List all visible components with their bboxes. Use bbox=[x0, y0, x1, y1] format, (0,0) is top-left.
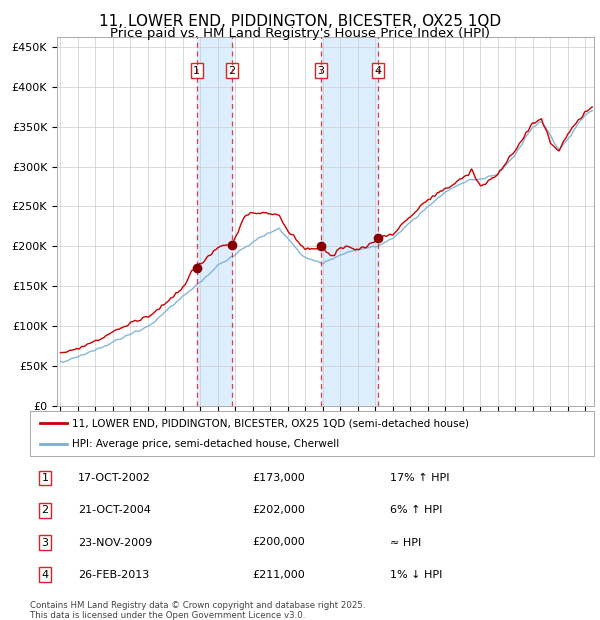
Text: 11, LOWER END, PIDDINGTON, BICESTER, OX25 1QD: 11, LOWER END, PIDDINGTON, BICESTER, OX2… bbox=[99, 14, 501, 29]
Text: ≈ HPI: ≈ HPI bbox=[390, 538, 421, 547]
Text: 4: 4 bbox=[41, 570, 49, 580]
Bar bbox=[197, 37, 232, 406]
Text: Price paid vs. HM Land Registry's House Price Index (HPI): Price paid vs. HM Land Registry's House … bbox=[110, 27, 490, 40]
Text: 17-OCT-2002: 17-OCT-2002 bbox=[78, 473, 151, 483]
Text: 1: 1 bbox=[193, 66, 200, 76]
Text: 1% ↓ HPI: 1% ↓ HPI bbox=[390, 570, 442, 580]
Text: 17% ↑ HPI: 17% ↑ HPI bbox=[390, 473, 449, 483]
Text: £173,000: £173,000 bbox=[252, 473, 305, 483]
Text: Contains HM Land Registry data © Crown copyright and database right 2025.: Contains HM Land Registry data © Crown c… bbox=[30, 601, 365, 611]
Text: 11, LOWER END, PIDDINGTON, BICESTER, OX25 1QD (semi-detached house): 11, LOWER END, PIDDINGTON, BICESTER, OX2… bbox=[73, 418, 469, 428]
Text: 21-OCT-2004: 21-OCT-2004 bbox=[78, 505, 151, 515]
Text: £202,000: £202,000 bbox=[252, 505, 305, 515]
Text: 1: 1 bbox=[41, 473, 49, 483]
Text: 2: 2 bbox=[41, 505, 49, 515]
Text: HPI: Average price, semi-detached house, Cherwell: HPI: Average price, semi-detached house,… bbox=[73, 438, 340, 449]
Bar bbox=[321, 37, 378, 406]
Text: 6% ↑ HPI: 6% ↑ HPI bbox=[390, 505, 442, 515]
Text: 3: 3 bbox=[317, 66, 325, 76]
Text: £200,000: £200,000 bbox=[252, 538, 305, 547]
Text: 23-NOV-2009: 23-NOV-2009 bbox=[78, 538, 152, 547]
Text: £211,000: £211,000 bbox=[252, 570, 305, 580]
Text: 4: 4 bbox=[374, 66, 382, 76]
Text: 3: 3 bbox=[41, 538, 49, 547]
Text: 2: 2 bbox=[229, 66, 235, 76]
Text: This data is licensed under the Open Government Licence v3.0.: This data is licensed under the Open Gov… bbox=[30, 611, 305, 620]
Text: 26-FEB-2013: 26-FEB-2013 bbox=[78, 570, 149, 580]
